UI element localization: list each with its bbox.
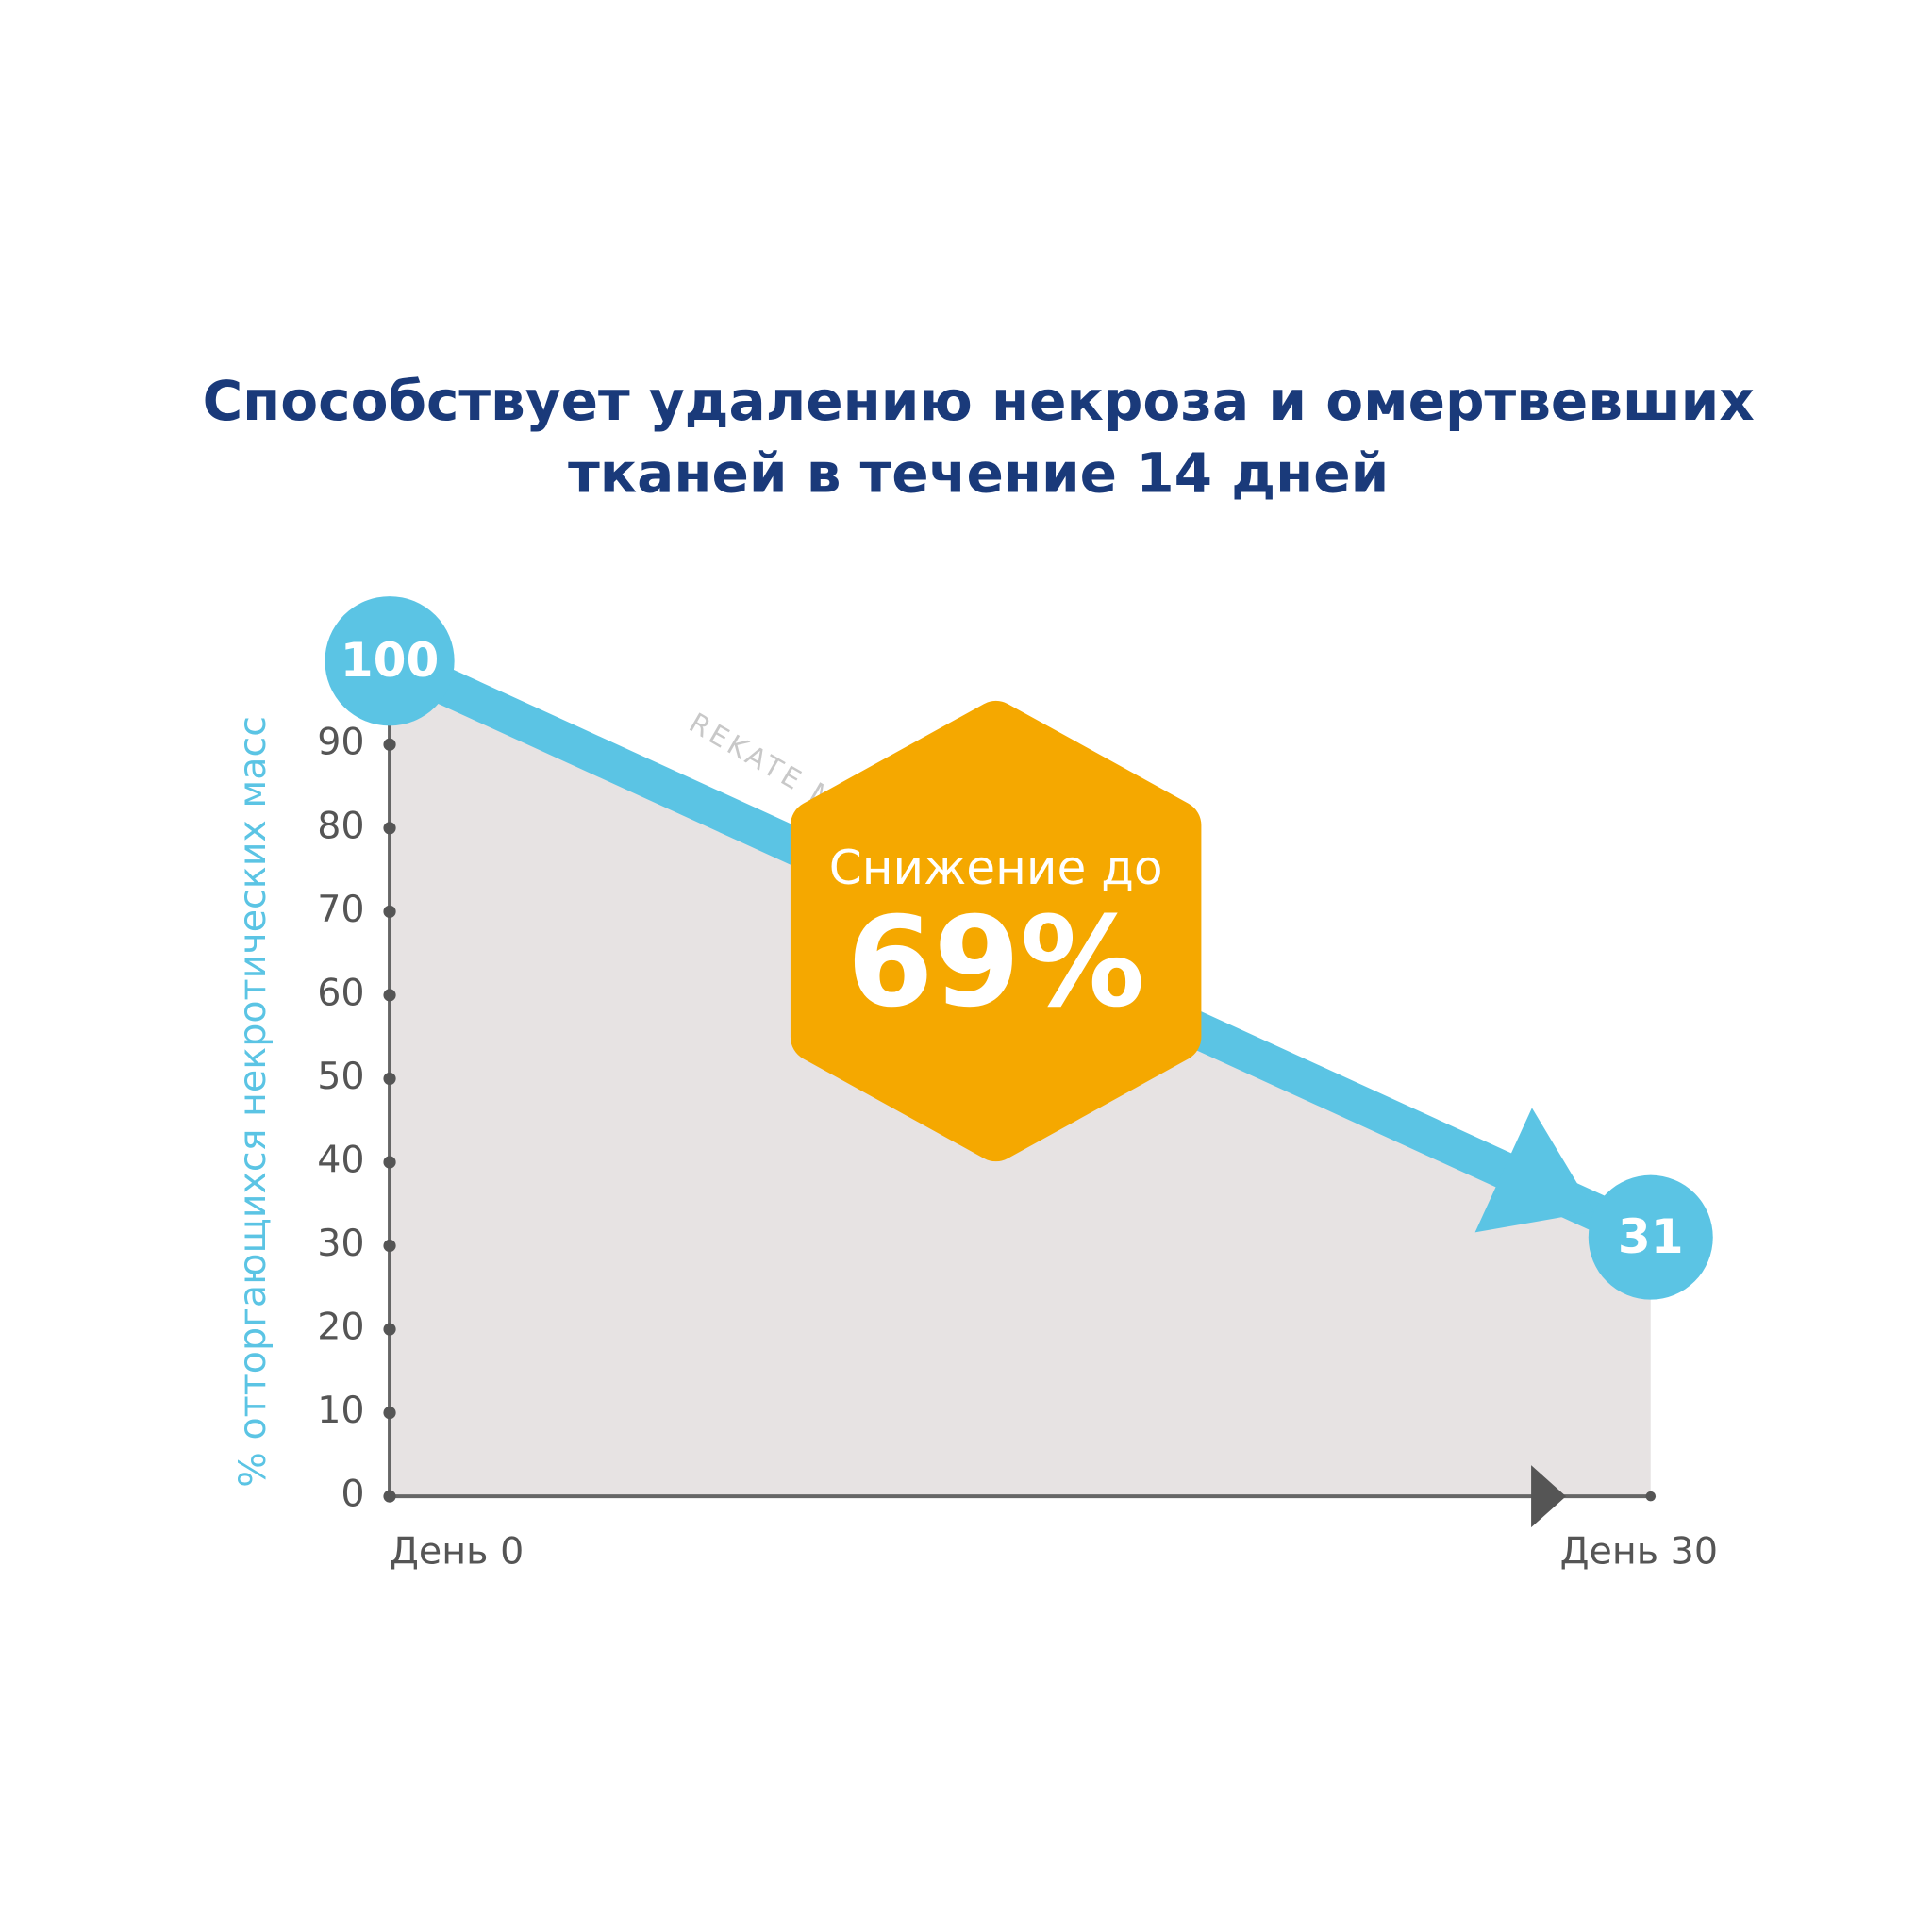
y-tick-label: 80: [317, 804, 364, 847]
chart-title-line: Способствует удалению некроза и омертвев…: [203, 369, 1755, 433]
y-tick-mark: [383, 1239, 396, 1253]
y-tick-label: 30: [317, 1222, 364, 1265]
data-point: [1588, 1174, 1713, 1300]
y-tick-label: 90: [317, 721, 364, 764]
x-axis-arrow: [1531, 1465, 1567, 1528]
data-label: 31: [1618, 1208, 1684, 1264]
y-tick-label: 60: [317, 971, 364, 1014]
x-tick-label: День 0: [390, 1529, 524, 1573]
y-axis-label: % отторгающихся некротических масс: [231, 716, 275, 1488]
y-tick-mark: [383, 1490, 396, 1503]
x-axis-end-dot: [1645, 1491, 1657, 1502]
y-tick-mark: [383, 989, 396, 1002]
y-tick-mark: [383, 822, 396, 835]
data-label: 100: [341, 632, 440, 688]
y-tick-label: 20: [317, 1306, 364, 1349]
y-tick-label: 0: [341, 1473, 364, 1516]
annotation-hexagon: [790, 700, 1202, 1162]
y-tick-mark: [383, 1072, 396, 1086]
annotation-text: Снижение до: [829, 840, 1163, 895]
y-tick-mark: [383, 1156, 396, 1169]
annotation-value: 69%: [847, 891, 1145, 1035]
data-point: [325, 596, 455, 726]
chart-title-line: тканей в течение 14 дней: [568, 441, 1389, 506]
y-tick-mark: [383, 738, 396, 751]
y-tick-label: 70: [317, 888, 364, 931]
x-tick-label: День 30: [1560, 1529, 1718, 1573]
line-arrowhead: [1474, 1108, 1594, 1233]
y-tick-mark: [383, 1407, 396, 1420]
y-tick-label: 40: [317, 1138, 364, 1181]
y-tick-label: 50: [317, 1055, 364, 1098]
y-tick-mark: [383, 1323, 396, 1336]
y-tick-label: 10: [317, 1389, 364, 1432]
y-tick-mark: [383, 905, 396, 918]
